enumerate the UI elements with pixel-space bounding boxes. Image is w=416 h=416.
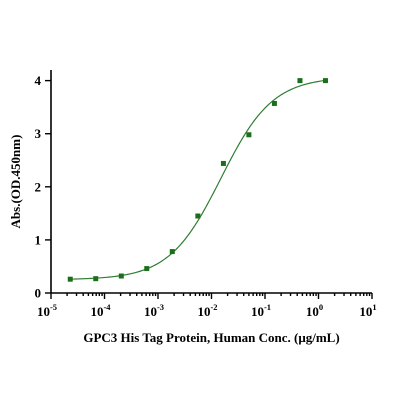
y-ticks: 0 1 2 3 4 [35,73,51,301]
y-tick-label: 1 [35,232,42,247]
data-point [246,132,252,138]
x-ticks: 10-5 10-4 10-3 10-2 10-1 100 101 [37,293,377,319]
data-point [118,273,124,279]
y-tick-label: 2 [35,179,42,194]
x-tick-exponent: -1 [264,302,271,312]
data-point [169,249,175,255]
fit-curve [70,79,326,280]
x-tick-exponent: -4 [103,302,111,312]
x-tick-base: 10 [306,304,319,319]
data-point [144,266,150,272]
data-points [67,78,328,282]
data-point [195,213,201,219]
x-tick-label: 10-3 [144,302,164,319]
y-tick-label: 0 [35,286,42,301]
x-tick-label: 101 [359,302,376,319]
x-tick-label: 10-1 [251,302,271,319]
data-point [271,100,277,106]
x-tick-base: 10 [359,304,372,319]
y-axis-title: Abs.(OD.450nm) [8,135,23,229]
x-tick-exponent: -5 [50,302,57,312]
x-tick-exponent: 0 [319,302,323,312]
x-tick-base: 10 [197,304,210,319]
data-point [93,276,99,282]
x-tick-label: 10-5 [37,302,57,319]
x-tick-base: 10 [37,304,50,319]
x-tick-exponent: -3 [157,302,164,312]
data-point [322,78,328,84]
x-tick-label: 100 [306,302,323,319]
x-tick-exponent: -2 [210,302,217,312]
x-tick-base: 10 [144,304,157,319]
data-point [220,160,226,166]
x-tick-label: 10-4 [90,302,111,319]
data-point [67,276,73,282]
x-tick-exponent: 1 [372,302,376,312]
x-tick-label: 10-2 [197,302,217,319]
data-point [297,78,303,84]
y-tick-label: 3 [35,126,42,141]
x-tick-base: 10 [90,304,103,319]
x-axis-title: GPC3 His Tag Protein, Human Conc. (μg/mL… [83,330,339,345]
y-tick-label: 4 [35,73,42,88]
x-tick-base: 10 [251,304,264,319]
